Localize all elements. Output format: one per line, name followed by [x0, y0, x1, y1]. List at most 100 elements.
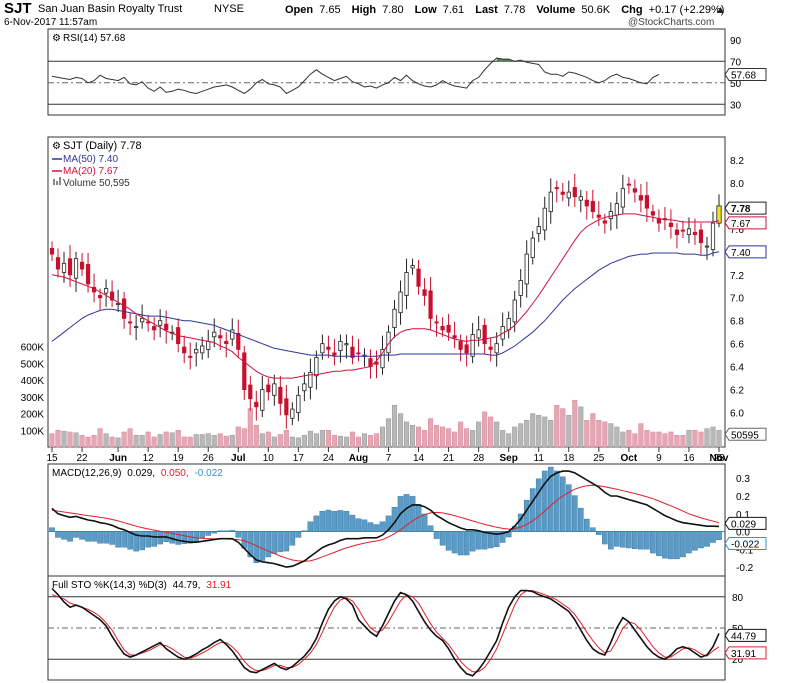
macd-hist-bar [439, 531, 446, 546]
volume-tick-label: 600K [21, 343, 45, 354]
open-label: Open [285, 4, 313, 16]
volume-bar [211, 435, 217, 448]
macd-hist-bar [481, 531, 488, 550]
macd-hist-bar [632, 531, 638, 549]
macd-hist-bar [55, 531, 61, 538]
macd-hist-bar [85, 531, 91, 542]
candle [236, 319, 241, 359]
x-tick-label: Nov [710, 453, 729, 464]
candle [320, 334, 325, 360]
volume-bar [121, 431, 127, 448]
volume-bars [49, 399, 722, 448]
macd-hist-bar [638, 531, 644, 550]
low-label: Low [415, 4, 437, 16]
volume-bar [403, 421, 410, 448]
svg-text:44.79: 44.79 [731, 631, 756, 642]
volume-bar [716, 430, 722, 448]
candle [578, 189, 583, 213]
candle [620, 174, 625, 214]
volume-bar [680, 435, 686, 448]
candle [224, 332, 229, 358]
sto-grid [48, 596, 725, 660]
candle [704, 236, 710, 260]
macd-hist-last-tag: -0.022 [724, 536, 767, 550]
candle [188, 342, 193, 370]
macd-hist-bar [487, 531, 494, 549]
candle [332, 339, 337, 366]
macd-hist-bar [565, 484, 572, 532]
macd-hist-bar [608, 531, 614, 550]
x-tick-label: 11 [534, 453, 545, 464]
rsi-tick-label: 90 [730, 36, 742, 47]
macd-hist-bar [626, 531, 632, 549]
candle [596, 201, 601, 226]
macd-hist-bar [451, 531, 458, 554]
price-last-tags: 7.78 7.67 7.40 50595 [724, 201, 767, 441]
volume-bar [650, 431, 656, 448]
candle [638, 184, 643, 213]
macd-hist-bar [547, 466, 554, 532]
macd-hist-bar [49, 527, 55, 532]
volume-bar [590, 413, 596, 448]
sto-d-legend-value: 31.91 [206, 580, 231, 591]
macd-hist-bar [596, 531, 602, 535]
macd-hist-bar [674, 531, 680, 560]
rsi-ticks: 90 70 50 30 [730, 36, 742, 112]
volume-bar [434, 425, 440, 448]
volume-bar [518, 423, 524, 448]
macd-hist-bar [193, 531, 200, 542]
candle [103, 279, 109, 307]
volume-bar [373, 433, 380, 448]
candle [398, 280, 403, 325]
candle [302, 372, 307, 402]
volume-bar [494, 421, 500, 448]
ma20-line [51, 213, 720, 379]
price-tick-label: 7.0 [730, 294, 744, 305]
volume-bar [55, 430, 61, 448]
candle [584, 190, 589, 220]
x-tick-label: 7 [386, 453, 392, 464]
macd-line [51, 470, 720, 568]
price-tick-label: 7.6 [730, 225, 744, 236]
chart-settings-icon[interactable]: ⚙ [52, 33, 61, 44]
macd-hist-bar [133, 531, 139, 552]
candle [452, 321, 457, 349]
volume-bar [169, 432, 175, 448]
volume-bar [530, 413, 536, 448]
quote-datetime: 6-Nov-2017 11:57am [4, 17, 97, 28]
x-tick-label: Sep [500, 453, 518, 464]
company-name: San Juan Basin Royalty Trust [38, 3, 182, 15]
sto-last-tags: 44.79 31.91 [724, 628, 767, 660]
volume-bar [103, 433, 109, 448]
candle [626, 177, 631, 194]
volume-bar [692, 430, 698, 448]
volume-bar [115, 437, 121, 448]
sto-legend-label: Full STO %K(14,3) %D(3) [52, 580, 167, 591]
volume-bar [656, 431, 662, 448]
sto-k-line [51, 587, 720, 677]
candle [554, 180, 559, 203]
volume-bar [620, 431, 626, 448]
candle [260, 375, 265, 418]
volume-bar [307, 430, 313, 448]
volume-label: Volume [536, 4, 575, 16]
macd-hist-bar [295, 531, 302, 538]
volume-bar [638, 423, 644, 448]
volume-bar [223, 435, 229, 448]
svg-text:Full STO %K(14,3) %D(3): Full STO %K(14,3) %D(3) 44.79, 31.91 [52, 580, 232, 591]
candle [254, 390, 259, 421]
macd-hist-bar [523, 500, 530, 532]
high-label: High [352, 4, 377, 16]
volume-bar [662, 433, 668, 448]
volume-bar [259, 433, 265, 448]
x-tick-label: 26 [203, 453, 215, 464]
volume-bar [415, 426, 422, 448]
macd-hist-bar [710, 531, 716, 543]
price-panel [47, 136, 726, 448]
rsi-tick-label: 50 [730, 79, 742, 90]
macd-hist-bar [403, 494, 410, 532]
chart-settings-icon[interactable]: ⚙ [52, 141, 61, 152]
macd-hist-bar [499, 531, 506, 543]
volume-bar [313, 433, 319, 448]
volume-bar [277, 434, 283, 448]
